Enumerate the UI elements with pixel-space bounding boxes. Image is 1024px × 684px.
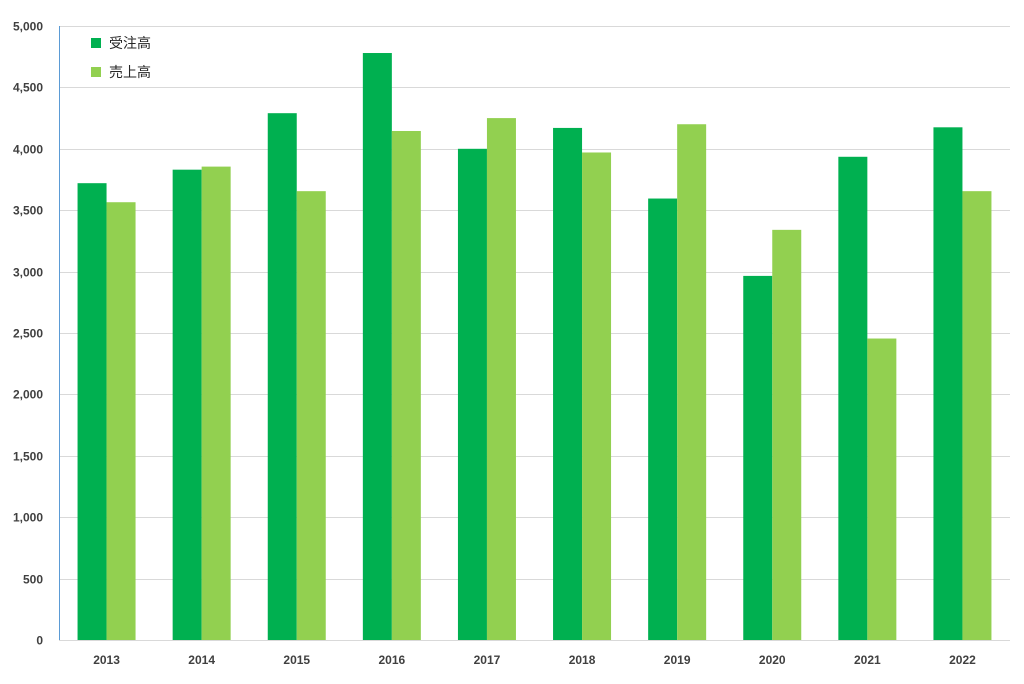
y-tick-label: 1,500 — [13, 450, 43, 464]
bar-2016-series-1 — [362, 53, 392, 641]
x-tick-label: 2018 — [569, 653, 596, 667]
bar-2020-series-2 — [772, 229, 802, 640]
x-tick-label: 2020 — [759, 653, 786, 667]
bar-2013-series-2 — [106, 202, 136, 640]
bar-2013-series-1 — [77, 183, 107, 640]
legend-label-2: 売上高 — [109, 64, 151, 81]
legend-swatch-2 — [91, 67, 101, 77]
y-tick-label: 2,500 — [13, 327, 43, 341]
y-tick-label: 3,000 — [13, 266, 43, 280]
y-tick-label: 2,000 — [13, 388, 43, 402]
y-tick-label: 1,000 — [13, 511, 43, 525]
y-tick-label: 4,500 — [13, 81, 43, 95]
x-tick-label: 2014 — [188, 653, 215, 667]
x-tick-label: 2022 — [949, 653, 976, 667]
bar-2014-series-1 — [172, 169, 202, 640]
bar-2017-series-1 — [457, 148, 487, 641]
bar-2018-series-2 — [582, 152, 612, 640]
bar-2022-series-1 — [933, 127, 963, 640]
legend-swatch-1 — [91, 38, 101, 48]
bar-2021-series-2 — [867, 338, 897, 640]
x-tick-label: 2016 — [378, 653, 405, 667]
y-tick-label: 500 — [23, 573, 43, 587]
bar-2015-series-1 — [267, 113, 297, 641]
bar-2018-series-1 — [553, 127, 583, 640]
y-tick-label: 5,000 — [13, 20, 43, 34]
bar-2014-series-2 — [201, 166, 231, 640]
bars — [77, 53, 992, 641]
bar-2017-series-2 — [486, 118, 516, 641]
bar-2015-series-2 — [296, 191, 326, 640]
legend-label-1: 受注高 — [109, 35, 151, 52]
x-tick-label: 2021 — [854, 653, 881, 667]
bar-2019-series-1 — [648, 198, 678, 640]
x-tick-label: 2019 — [664, 653, 691, 667]
y-tick-label: 4,000 — [13, 143, 43, 157]
y-tick-label: 0 — [36, 634, 43, 648]
y-tick-label: 3,500 — [13, 204, 43, 218]
bar-2022-series-2 — [962, 191, 992, 640]
x-tick-label: 2013 — [93, 653, 120, 667]
bar-2020-series-1 — [743, 275, 773, 640]
x-tick-label: 2017 — [474, 653, 501, 667]
bar-2019-series-2 — [677, 124, 707, 641]
bar-2016-series-2 — [391, 130, 421, 640]
bar-2021-series-1 — [838, 156, 868, 641]
axes: 0 500 1,000 1,500 2,000 2,500 3,000 3,500 4,000 4… — [13, 20, 1010, 667]
x-tick-label: 2015 — [283, 653, 310, 667]
